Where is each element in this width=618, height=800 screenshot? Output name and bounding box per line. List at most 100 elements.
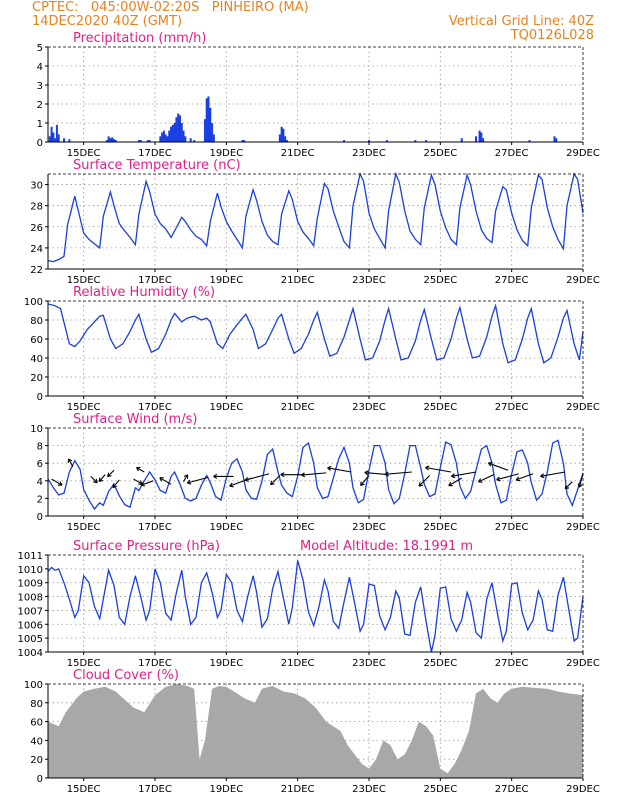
wind-arrow-shaft [159,477,172,485]
precip-bar [159,136,162,142]
panel-title: Surface Pressure (hPa) [73,539,220,554]
x-tick-label: 21DEC [281,148,315,159]
y-tick-label: 4 [37,477,43,488]
precip-bar [278,134,281,142]
y-tick-label: 22 [30,265,43,276]
wind-arrow-head [364,472,369,476]
y-tick-label: 60 [30,335,43,346]
wind-arrow-head [280,474,285,478]
y-tick-label: 6 [37,459,43,470]
y-tick-label: 1011 [18,551,43,562]
precip-bar [52,132,55,142]
x-tick-label: 23DEC [352,658,386,669]
wind-arrow-shaft [496,473,519,481]
y-tick-label: 80 [30,699,43,710]
wind-arrow-head [487,462,492,467]
wind-arrow-head [418,482,421,487]
wind-arrow [51,478,63,486]
precip-bar [164,134,167,142]
precip-bar [241,140,244,142]
wind-arrow [577,473,584,488]
wind-arrow-shaft [244,473,270,481]
wind-arrow [477,474,495,483]
wind-arrow-shaft [51,478,63,486]
wind-arrow [67,458,74,467]
x-tick-label: 27DEC [495,148,529,159]
precip-bar [173,123,176,142]
wind-arrow [448,477,463,487]
x-tick-label: 25DEC [423,275,457,286]
x-tick-label: 19DEC [209,784,243,795]
y-tick-label: 60 [30,718,43,729]
y-tick-label: 28 [30,202,43,213]
wind-arrow-head [270,480,273,485]
x-tick-label: 17DEC [138,402,172,413]
run-date: 14DEC2020 40Z (GMT) [32,14,183,29]
precip-bar [280,126,283,142]
x-tick-label: 23DEC [352,784,386,795]
precip-bar [425,140,428,142]
x-tick-label: 17DEC [138,148,172,159]
wind-arrow-head [565,487,570,490]
wind-arrow [136,466,145,473]
x-tick-label: 15DEC [67,148,101,159]
wind-arrow-head [59,481,63,486]
panel-6: Cloud Cover (%) 0 20 40 60 80 100 15DEC 17DEC 19D… [24,668,600,795]
precip-bar [478,130,481,142]
series-line [47,171,584,263]
wind-arrow [540,471,566,479]
precip-bar [114,140,117,142]
wind-arrow-shaft [418,475,431,487]
x-tick-label: 19DEC [209,402,243,413]
y-tick-label: 3 [37,81,43,92]
x-tick-label: 25DEC [423,658,457,669]
wind-arrow [384,471,412,477]
x-tick-label: 19DEC [209,275,243,286]
precip-bar [107,136,110,142]
precip-bar [180,123,183,142]
wind-arrow [244,473,270,482]
precip-bar [63,138,66,142]
x-tick-label: 29DEC [566,522,600,533]
vertical-grid-note: Vertical Grid Line: 40Z [448,14,594,29]
wind-arrow-head [68,458,73,462]
wind-arrow-head [159,477,163,482]
panel-title: Surface Wind (m/s) [73,412,197,427]
x-tick-label: 15DEC [67,522,101,533]
precip-bar [146,140,149,142]
y-tick-label: 0 [37,392,43,403]
x-tick-label: 25DEC [423,784,457,795]
precip-bar [48,136,51,142]
precip-bar [55,124,58,142]
x-tick-label: 15DEC [67,275,101,286]
wind-arrow-head [93,481,98,484]
panel-5: Surface Pressure (hPa) Model Altitude: 18… [18,539,600,669]
precip-bar [105,140,108,142]
wind-arrow-shaft [140,480,154,486]
precip-bar [343,140,346,142]
wind-arrow-shaft [578,473,584,488]
wind-arrow-head [95,478,98,483]
y-tick-label: 5 [37,43,43,54]
wind-arrow-head [516,479,521,482]
wind-arrow-head [213,473,218,477]
wind-arrow-head [540,475,545,479]
x-tick-label: 19DEC [209,522,243,533]
precip-bar [139,140,142,142]
wind-arrow-head [136,467,139,472]
wind-arrow-head [451,473,455,477]
panel-subtitle: Model Altitude: 18.1991 m [300,539,473,554]
y-tick-label: 100 [24,680,43,691]
precip-bar [243,140,246,142]
wind-arrow-head [384,471,389,475]
wind-arrow-shaft [478,474,495,483]
wind-arrow-head [496,479,501,482]
wind-arrow-head [140,484,146,487]
chart-header: CPTEC: 045:00W-02:20S PINHEIRO (MA) 14DE… [0,0,618,45]
wind-arrow-head [577,483,580,488]
y-tick-label: 1008 [18,593,43,604]
wind-arrow [133,478,143,485]
precip-bar [137,140,140,142]
wind-arrow-shaft [360,475,370,486]
y-tick-label: 20 [30,373,43,384]
